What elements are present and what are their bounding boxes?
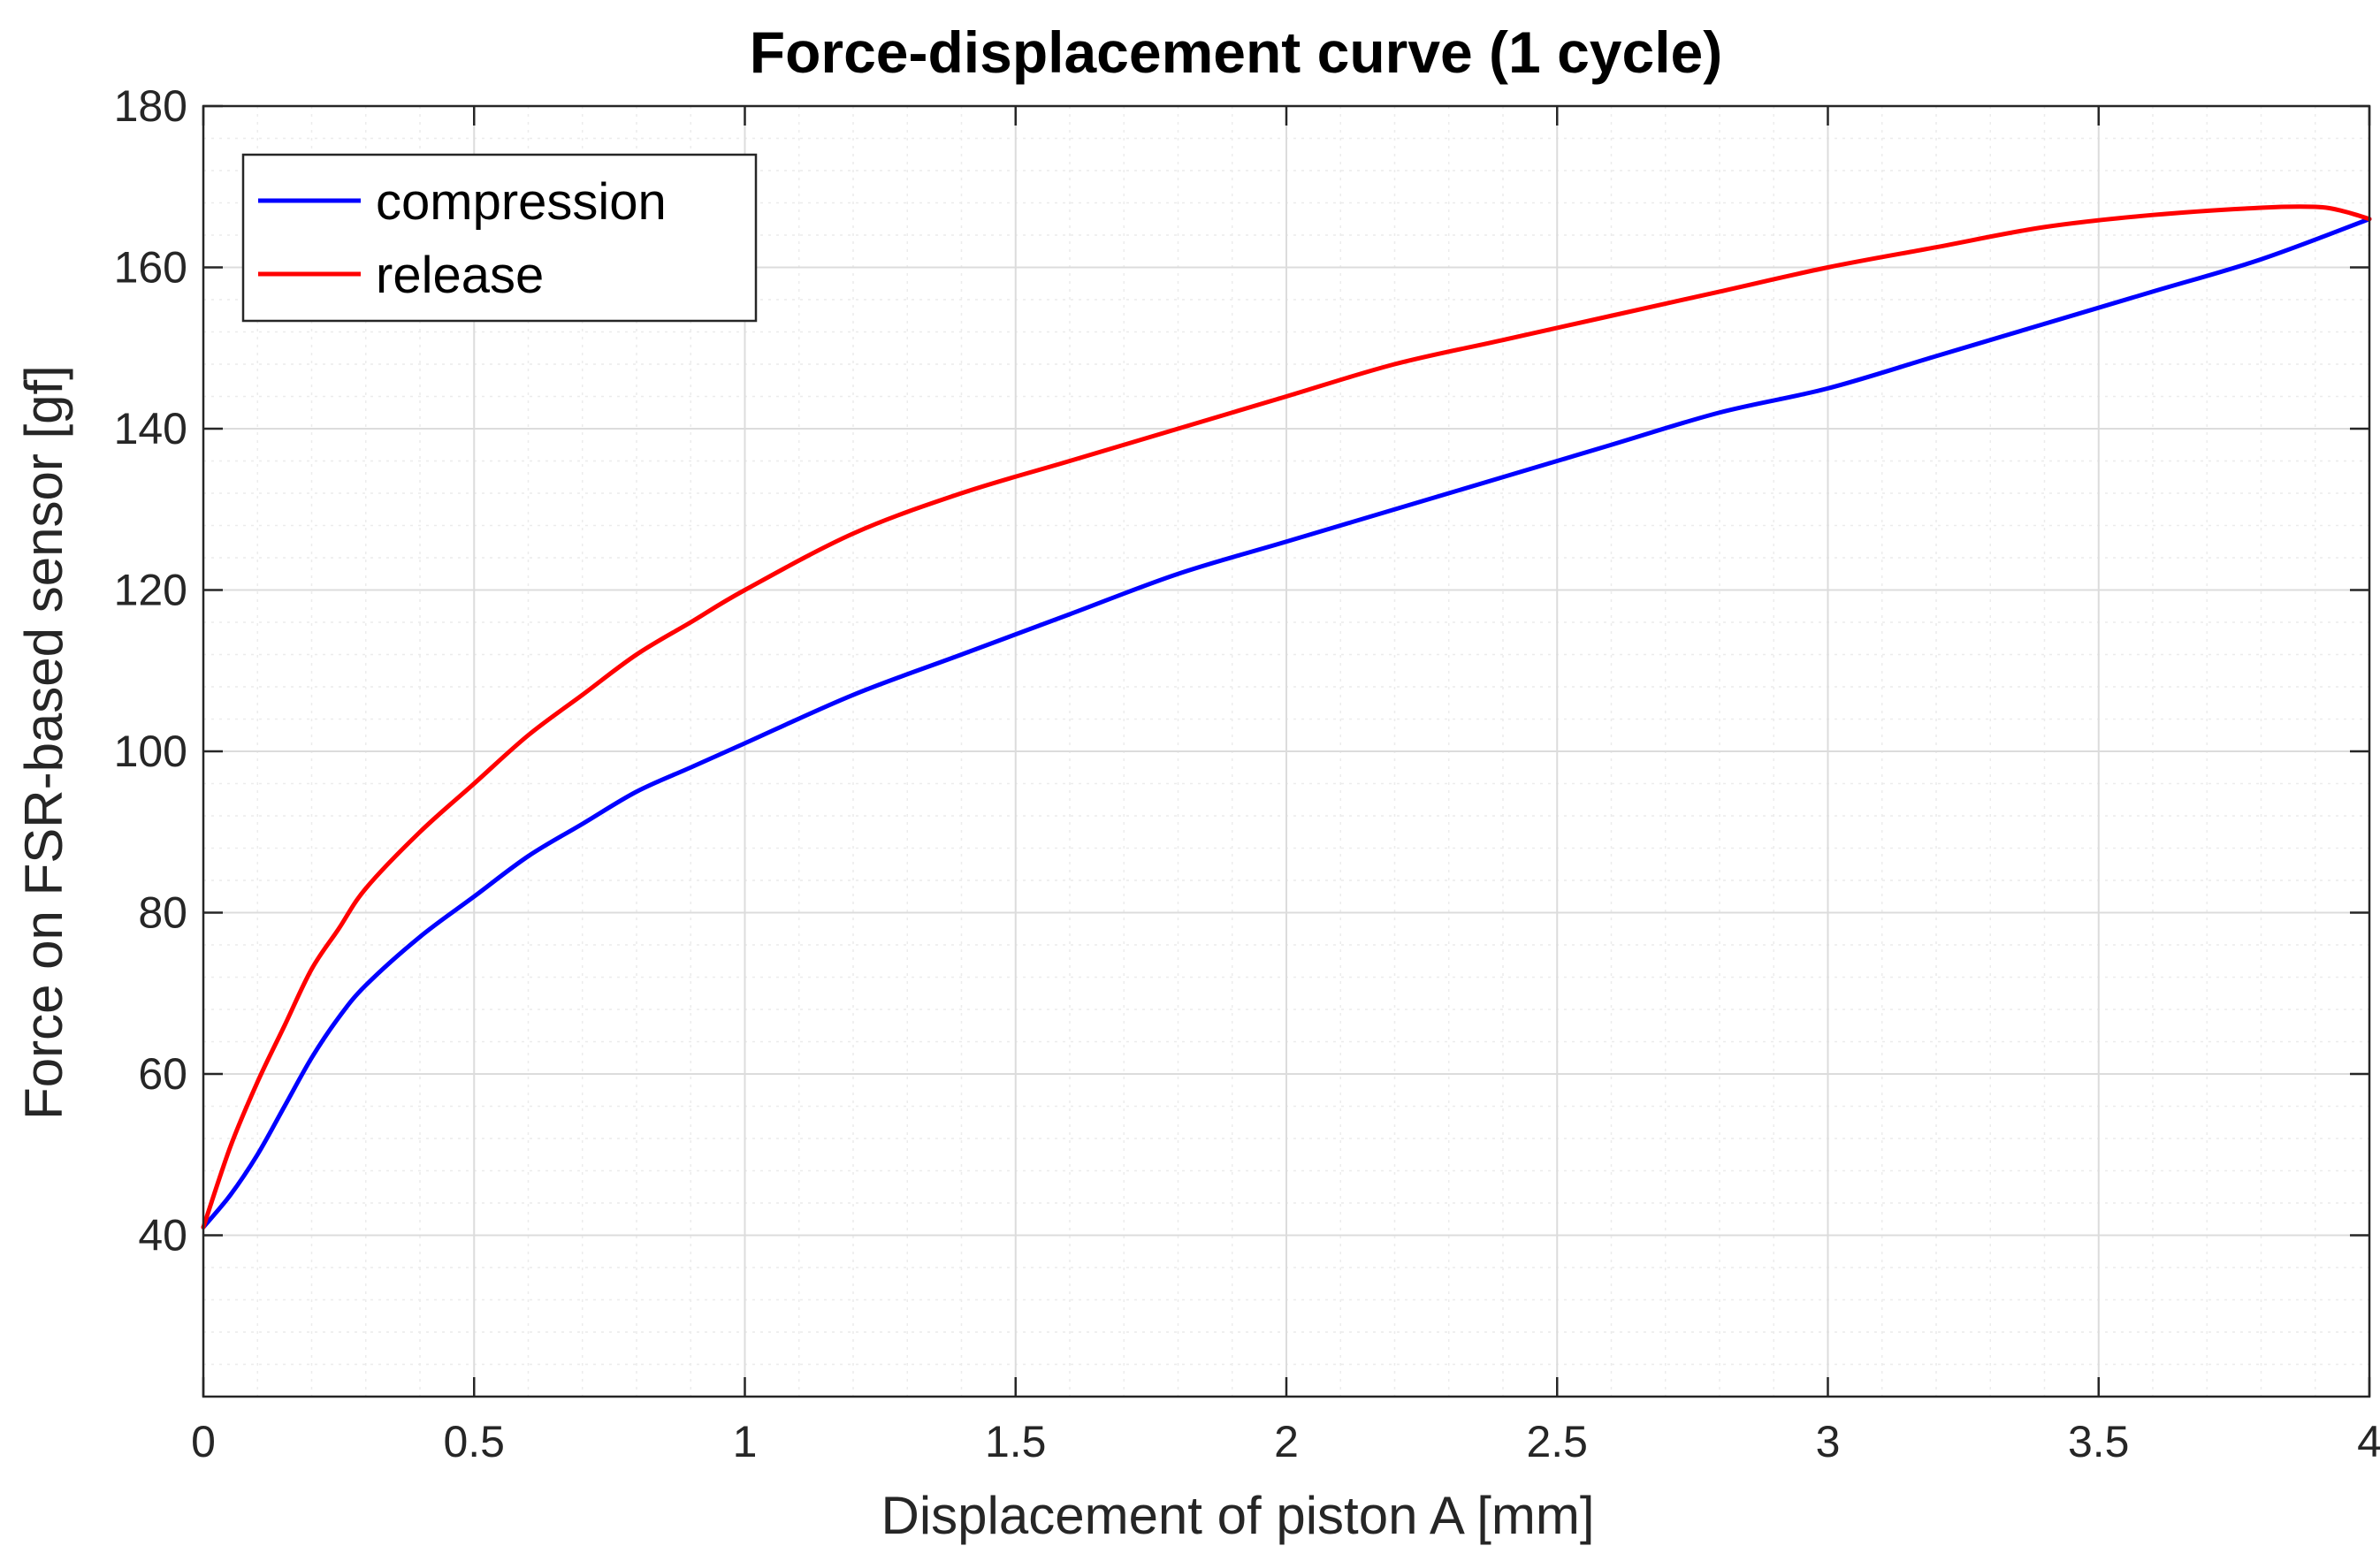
x-axis-label: Displacement of piston A [mm] — [881, 1486, 1594, 1545]
x-tick-label: 3.5 — [2068, 1417, 2130, 1466]
y-axis-label: Force on FSR-based sensor [gf] — [14, 365, 73, 1120]
legend-box — [241, 153, 758, 323]
series-line-compression — [201, 217, 2372, 1230]
x-tick-label: 2 — [1274, 1417, 1299, 1466]
y-tick-label: 180 — [114, 81, 187, 131]
series-line-release — [201, 204, 2372, 1230]
x-tick-label: 1 — [733, 1417, 758, 1466]
x-tick-label: 0.5 — [443, 1417, 505, 1466]
legend-label-compression: compression — [376, 173, 667, 231]
axis-ticks — [202, 104, 2371, 1397]
y-tick-label: 100 — [114, 727, 187, 776]
legend: compression release — [241, 153, 758, 323]
y-tick-label: 60 — [138, 1049, 187, 1099]
y-tick-label: 160 — [114, 243, 187, 293]
x-tick-label: 4 — [2357, 1417, 2380, 1466]
y-tick-label: 140 — [114, 404, 187, 453]
x-tick-label: 2.5 — [1526, 1417, 1588, 1466]
y-tick-label: 120 — [114, 566, 187, 615]
x-tick-label: 3 — [1816, 1417, 1841, 1466]
x-tick-label: 0 — [191, 1417, 216, 1466]
legend-label-release: release — [376, 247, 544, 304]
y-tick-label: 80 — [138, 888, 187, 938]
chart-title: Force-displacement curve (1 cycle) — [750, 19, 1722, 85]
series-layer — [201, 204, 2372, 1230]
tick-labels: 0 0.5 1 1.5 2 2.5 3 3.5 4 40 60 80 100 120 140 160 180 — [114, 81, 2380, 1466]
y-tick-label: 40 — [138, 1211, 187, 1260]
x-tick-label: 1.5 — [985, 1417, 1047, 1466]
